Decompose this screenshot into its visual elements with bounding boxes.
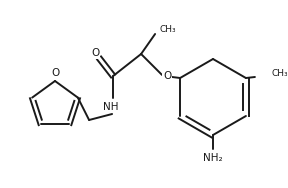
Text: CH₃: CH₃	[159, 24, 176, 33]
Text: O: O	[163, 71, 171, 81]
Text: NH₂: NH₂	[203, 153, 223, 163]
Text: O: O	[52, 68, 60, 78]
Text: CH₃: CH₃	[272, 68, 288, 77]
Text: NH: NH	[103, 102, 119, 112]
Text: O: O	[91, 48, 99, 58]
